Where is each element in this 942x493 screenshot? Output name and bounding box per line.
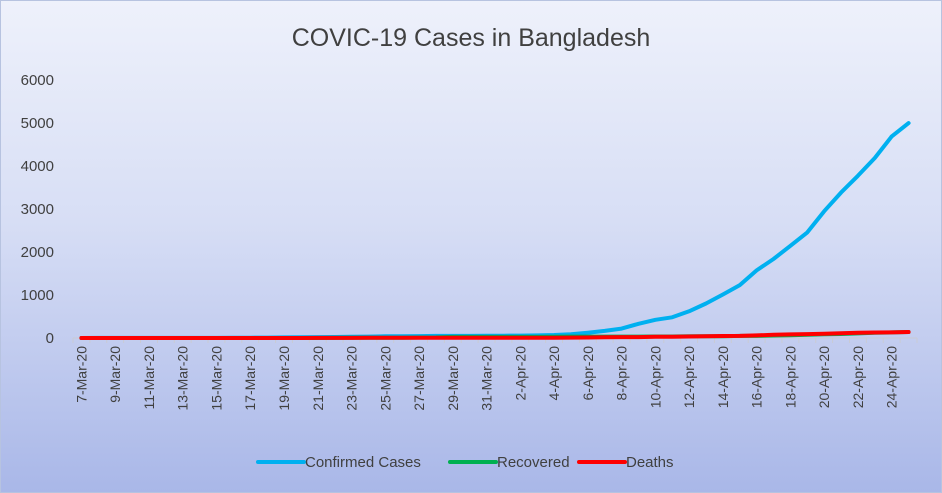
x-tick-label: 8-Apr-20 [614, 346, 630, 401]
x-tick-label: 9-Mar-20 [107, 346, 123, 403]
y-tick-label: 0 [46, 330, 54, 347]
y-tick-label: 5000 [21, 115, 54, 132]
x-tick-label: 24-Apr-20 [884, 346, 900, 408]
series-line-deaths [79, 330, 911, 340]
x-tick-label: 6-Apr-20 [580, 346, 596, 401]
y-tick-label: 1000 [21, 287, 54, 304]
x-tick-label: 25-Mar-20 [377, 346, 393, 411]
legend-label-deaths: Deaths [626, 454, 674, 471]
x-tick-label: 14-Apr-20 [715, 346, 731, 408]
y-tick-label: 2000 [21, 244, 54, 261]
legend-label-recovered: Recovered [497, 454, 570, 471]
x-tick-label: 10-Apr-20 [647, 346, 663, 408]
chart-title: COVIC-19 Cases in Bangladesh [292, 24, 651, 52]
x-tick-label: 11-Mar-20 [141, 346, 157, 410]
x-tick-label: 17-Mar-20 [242, 346, 258, 411]
x-tick-label: 23-Mar-20 [344, 346, 360, 411]
x-tick-label: 7-Mar-20 [73, 346, 89, 403]
x-tick-label: 18-Apr-20 [782, 346, 798, 408]
x-tick-label: 29-Mar-20 [445, 346, 461, 411]
x-tick-label: 2-Apr-20 [512, 346, 528, 401]
x-axis-labels: 7-Mar-20 9-Mar-20 11-Mar-20 13-Mar-20 15-Mar… [73, 346, 899, 411]
series-line-confirmed-cases [79, 121, 911, 340]
x-tick-label: 16-Apr-20 [749, 346, 765, 408]
y-tick-label: 4000 [21, 158, 54, 175]
x-tick-label: 4-Apr-20 [546, 346, 562, 401]
y-tick-label: 6000 [21, 72, 54, 89]
x-tick-label: 31-Mar-20 [479, 346, 495, 411]
y-axis-labels: 0 1000 2000 3000 4000 5000 6000 [21, 72, 54, 347]
x-tick-label: 13-Mar-20 [175, 346, 191, 411]
x-tick-label: 27-Mar-20 [411, 346, 427, 411]
legend-label-confirmed-cases: Confirmed Cases [305, 454, 421, 471]
y-tick-label: 3000 [21, 201, 54, 218]
x-tick-label: 15-Mar-20 [208, 346, 224, 411]
legend: Confirmed Cases Recovered Deaths [256, 454, 674, 471]
x-tick-label: 21-Mar-20 [310, 346, 326, 411]
x-tick-label: 19-Mar-20 [276, 346, 292, 411]
series-lines [79, 121, 911, 340]
x-tick-label: 22-Apr-20 [850, 346, 866, 408]
x-tick-label: 12-Apr-20 [681, 346, 697, 408]
x-tick-label: 20-Apr-20 [816, 346, 832, 408]
